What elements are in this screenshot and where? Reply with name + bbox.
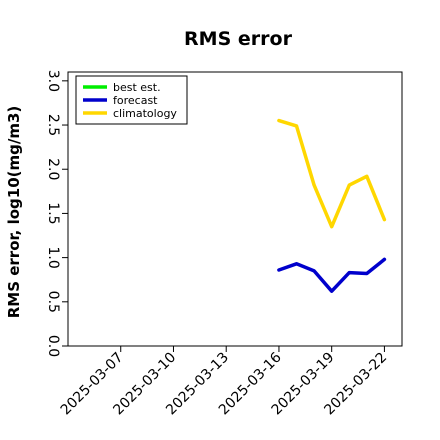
legend-entry: forecast — [113, 94, 158, 107]
y-tick-label: 0.0 — [45, 335, 61, 357]
y-tick-label: 3.0 — [45, 70, 61, 92]
y-axis-label: RMS error, log10(mg/m3) — [5, 106, 23, 319]
series-line-forecast — [277, 257, 387, 293]
series-layer — [277, 118, 387, 293]
legend-entry: climatology — [113, 107, 177, 120]
plot-frame — [67, 71, 403, 347]
y-tick-label: 1.5 — [45, 202, 61, 224]
legend-entry: best est. — [113, 81, 161, 94]
series-line-climatology — [277, 118, 387, 229]
y-tick-label: 1.0 — [45, 246, 61, 268]
chart-title: RMS error — [184, 28, 293, 50]
y-tick-label: 0.5 — [45, 291, 61, 313]
y-tick-label: 2.5 — [45, 114, 61, 136]
y-tick-label: 2.0 — [45, 158, 61, 180]
